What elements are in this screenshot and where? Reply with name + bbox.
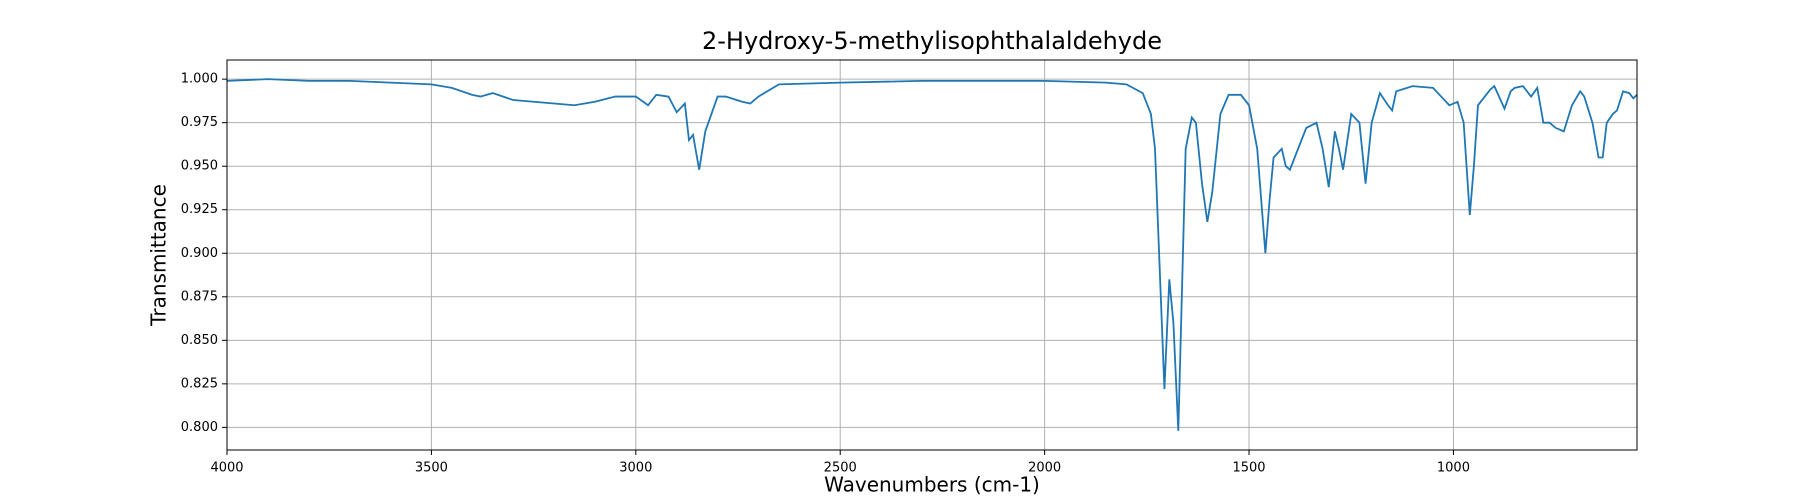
x-tick-label: 3500 — [415, 461, 448, 476]
spectrum-line — [226, 78, 1638, 431]
y-tick-label: 0.825 — [181, 376, 218, 391]
x-tick-label: 2500 — [824, 461, 857, 476]
y-axis-label: Transmittance — [147, 184, 171, 327]
plot-frame — [226, 59, 1638, 451]
chart-title: 2-Hydroxy-5-methylisophthalaldehyde — [702, 27, 1162, 55]
y-tick-label: 0.850 — [181, 333, 218, 348]
y-tick-label: 0.900 — [181, 246, 218, 261]
y-tick-label: 0.800 — [181, 420, 218, 435]
x-axis-label: Wavenumbers (cm-1) — [824, 473, 1040, 497]
x-tick-label: 4000 — [210, 461, 243, 476]
x-tick-label: 3000 — [619, 461, 652, 476]
x-tick-label: 2000 — [1028, 461, 1061, 476]
y-tick-label: 0.975 — [181, 115, 218, 130]
y-tick-label: 0.950 — [181, 159, 218, 174]
y-tick-label: 0.875 — [181, 289, 218, 304]
y-tick-label: 0.925 — [181, 202, 218, 217]
y-tick-label: 1.000 — [181, 72, 218, 87]
x-tick-label: 1500 — [1232, 461, 1265, 476]
x-tick-label: 1000 — [1437, 461, 1470, 476]
